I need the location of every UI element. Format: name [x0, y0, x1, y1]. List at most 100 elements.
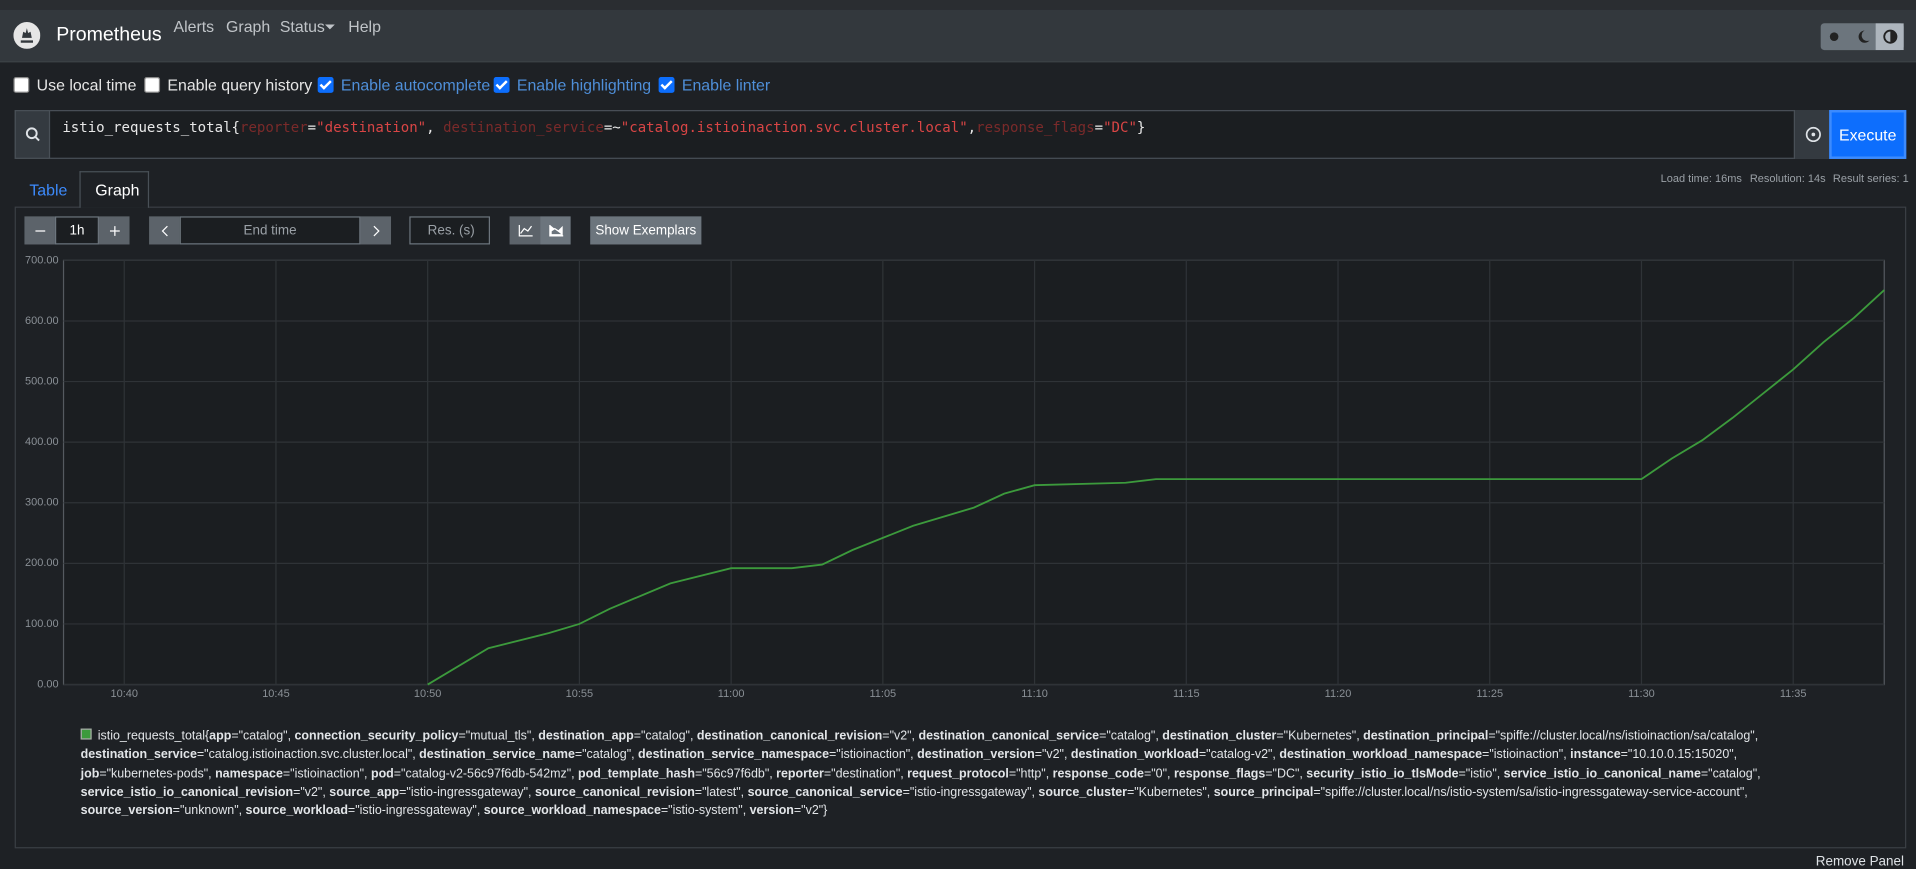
legend-swatch[interactable]: [80, 728, 92, 740]
stat: Resolution: 14s: [1749, 172, 1826, 185]
tab[interactable]: Table: [29, 180, 68, 199]
lines-glyph: [518, 224, 533, 236]
legend-text: ="catalog",: [1099, 729, 1163, 744]
legend-key: destination_cluster: [1162, 729, 1277, 744]
option-label: Use local time: [36, 75, 137, 95]
right-glyph: [372, 225, 380, 236]
legend-key: pod_template_hash: [578, 767, 695, 781]
y-tick-label: 500.00: [25, 375, 59, 387]
exemplars-button[interactable]: Show Exemplars: [590, 216, 702, 245]
x-tick-label: 11:25: [1476, 688, 1503, 700]
query-metric: istio_requests_total{: [62, 118, 240, 136]
legend-key: source_principal: [1213, 785, 1314, 800]
query-op: ,: [426, 118, 444, 136]
end-time-input[interactable]: End time: [179, 216, 361, 245]
legend-key: app: [209, 729, 232, 744]
query-input[interactable]: [14, 110, 1907, 159]
query-text[interactable]: istio_requests_total{reporter="destinati…: [62, 119, 1145, 136]
query-label: destination_service: [443, 118, 604, 136]
y-tick-label: 200.00: [25, 557, 59, 569]
legend-key: destination_version: [917, 748, 1035, 762]
range-input[interactable]: 1h: [54, 216, 99, 245]
plot-area: [62, 259, 1885, 686]
execute-button[interactable]: Execute: [1829, 110, 1907, 159]
x-tick-label: 11:00: [718, 688, 745, 700]
legend-key: source_cluster: [1038, 785, 1127, 800]
remove-panel[interactable]: Remove Panel: [1815, 854, 1904, 869]
legend-key: namespace: [215, 767, 283, 781]
option[interactable]: Enable query history: [144, 76, 312, 94]
legend: istio_requests_total{app="catalog", conn…: [80, 727, 1792, 820]
metrics-explorer[interactable]: [1793, 110, 1831, 159]
checkbox[interactable]: [317, 77, 334, 93]
legend-text: ="catalog.istioinaction.svc.cluster.loca…: [196, 748, 420, 762]
legend-key: connection_security_policy: [294, 729, 459, 744]
theme-switch[interactable]: [1820, 23, 1904, 51]
search-icon: [14, 110, 51, 159]
chart: 0.00 100.00 200.00 300.00 400.00 500.00 600.00…: [25, 254, 1885, 700]
option[interactable]: Enable linter: [658, 76, 770, 94]
legend-key: destination_canonical_service: [918, 729, 1100, 744]
nav-link[interactable]: Graph: [226, 17, 271, 36]
legend-key: response_flags: [1173, 767, 1266, 781]
legend-text: ="10.10.0.15:15020",: [1620, 748, 1738, 762]
checkbox[interactable]: [658, 77, 675, 93]
option[interactable]: Use local time: [13, 76, 136, 94]
x-tick-label: 11:30: [1628, 688, 1655, 700]
nav-link[interactable]: Status: [280, 17, 335, 35]
top-strip: [0, 0, 1916, 10]
legend-text: ="spiffe://cluster.local/ns/istioinactio…: [1488, 729, 1759, 744]
y-tick-label: 700.00: [25, 254, 59, 266]
query-op: =: [307, 118, 317, 136]
lines-mode[interactable]: [509, 216, 541, 245]
stacked-mode[interactable]: [540, 216, 571, 245]
legend-key: source_canonical_revision: [534, 785, 695, 800]
legend-text: ="istioinaction",: [1482, 748, 1571, 762]
y-tick-label: 600.00: [25, 315, 59, 327]
checkbox[interactable]: [144, 77, 161, 93]
x-tick-label: 10:55: [566, 688, 593, 700]
brand[interactable]: Prometheus: [56, 24, 162, 46]
legend-text: ="spiffe://cluster.local/ns/istio-system…: [1313, 785, 1748, 800]
query-op: =~: [603, 118, 621, 136]
x-tick-label: 10:40: [110, 688, 137, 700]
query-metric: }: [1136, 118, 1146, 136]
resolution-input[interactable]: Res. (s): [409, 216, 490, 245]
option-label: Enable query history: [167, 75, 313, 95]
checkbox[interactable]: [493, 77, 510, 93]
option[interactable]: Enable autocomplete: [317, 75, 491, 95]
x-tick-label: 11:05: [870, 688, 897, 700]
time-forward[interactable]: [360, 216, 392, 245]
x-tick-label: 11:20: [1325, 688, 1352, 700]
legend-key: response_code: [1052, 767, 1144, 781]
legend-text: ="istio",: [1458, 767, 1504, 781]
option[interactable]: Enable highlighting: [493, 76, 651, 94]
nav-link[interactable]: Alerts: [173, 17, 215, 36]
legend-text: ="Kubernetes",: [1276, 729, 1364, 744]
legend-text: ="56c97f6db",: [694, 767, 777, 781]
range-increase[interactable]: [98, 216, 130, 245]
legend-key: destination_principal: [1363, 729, 1489, 744]
legend-key: version: [749, 804, 794, 819]
x-tick-label: 10:50: [414, 688, 441, 700]
checkbox[interactable]: [13, 77, 30, 93]
time-back[interactable]: [149, 216, 180, 245]
range-decrease[interactable]: [24, 216, 55, 245]
explorer-glyph: [1805, 126, 1821, 143]
nav-link[interactable]: Help: [348, 17, 381, 36]
legend-text: ="unknown",: [172, 804, 246, 819]
legend-text: ="v2",: [882, 729, 919, 744]
query-string: "catalog.istioinaction.svc.cluster.local…: [620, 118, 968, 136]
x-tick-label: 11:35: [1780, 688, 1807, 700]
legend-key: destination_workload: [1070, 748, 1199, 762]
legend-key: security_istio_io_tlsMode: [1306, 767, 1459, 781]
legend-key: source_app: [329, 785, 400, 800]
legend-key: source_workload: [245, 804, 348, 819]
legend-key: destination_canonical_revision: [696, 729, 883, 744]
option-label: Enable autocomplete: [340, 75, 491, 95]
legend-text: ="istioinaction",: [829, 748, 918, 762]
tab[interactable]: Graph: [79, 171, 150, 208]
legend-key: destination_service_name: [419, 748, 575, 762]
legend-key: destination_service: [80, 748, 197, 762]
